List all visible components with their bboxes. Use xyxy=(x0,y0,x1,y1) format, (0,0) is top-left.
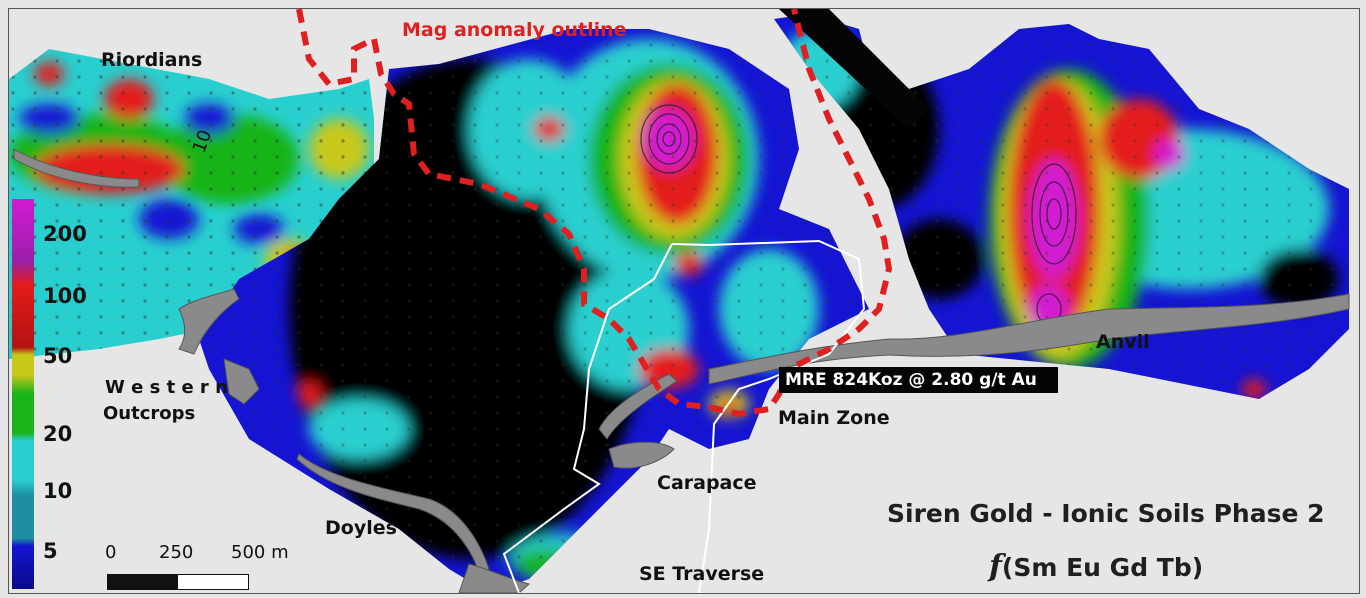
function-symbol: f xyxy=(989,549,1002,584)
scale-bar xyxy=(107,574,249,590)
map-frame: 200 100 50 20 10 5 0 250 500 m Mag anoma… xyxy=(8,8,1360,594)
legend-tick-10: 10 xyxy=(43,479,73,503)
legend-tick-5: 5 xyxy=(43,539,58,563)
tenement-outline xyxy=(671,239,866,593)
map-subtitle-line: f(Sm Eu Gd Tb) xyxy=(989,549,1203,584)
label-doyles: Doyles xyxy=(325,517,397,539)
contour-lines xyxy=(640,104,698,174)
soil-geochem-map xyxy=(9,9,1350,593)
mag-anomaly-outline xyxy=(296,9,893,418)
legend-tick-100: 100 xyxy=(43,284,87,308)
scale-tick-0: 0 xyxy=(105,542,117,563)
label-carapace: Carapace xyxy=(657,472,757,494)
legend-tick-200: 200 xyxy=(43,222,87,246)
label-outcrops: Outcrops xyxy=(103,403,196,424)
mre-label: MRE 824Koz @ 2.80 g/t Au xyxy=(779,367,1058,393)
map-subtitle: (Sm Eu Gd Tb) xyxy=(1001,553,1204,582)
label-anvil: Anvil xyxy=(1096,331,1150,353)
label-western: W e s t e r n xyxy=(105,377,228,398)
legend-colorbar xyxy=(12,199,34,589)
legend-tick-20: 20 xyxy=(43,422,73,446)
data-gap xyxy=(779,9,929,129)
label-riordians: Riordians xyxy=(101,49,203,71)
map-title: Siren Gold - Ionic Soils Phase 2 xyxy=(887,499,1325,528)
scale-tick-500: 500 m xyxy=(231,542,289,563)
scale-tick-250: 250 xyxy=(159,542,194,563)
label-se-traverse: SE Traverse xyxy=(639,563,765,585)
mag-anomaly-label: Mag anomaly outline xyxy=(402,19,627,41)
heatmap-block-central xyxy=(199,29,869,593)
heatmap-block-riordians xyxy=(9,49,374,359)
label-main-zone: Main Zone xyxy=(778,407,890,429)
tenement-outline-west xyxy=(502,243,673,593)
legend-tick-50: 50 xyxy=(43,344,73,368)
